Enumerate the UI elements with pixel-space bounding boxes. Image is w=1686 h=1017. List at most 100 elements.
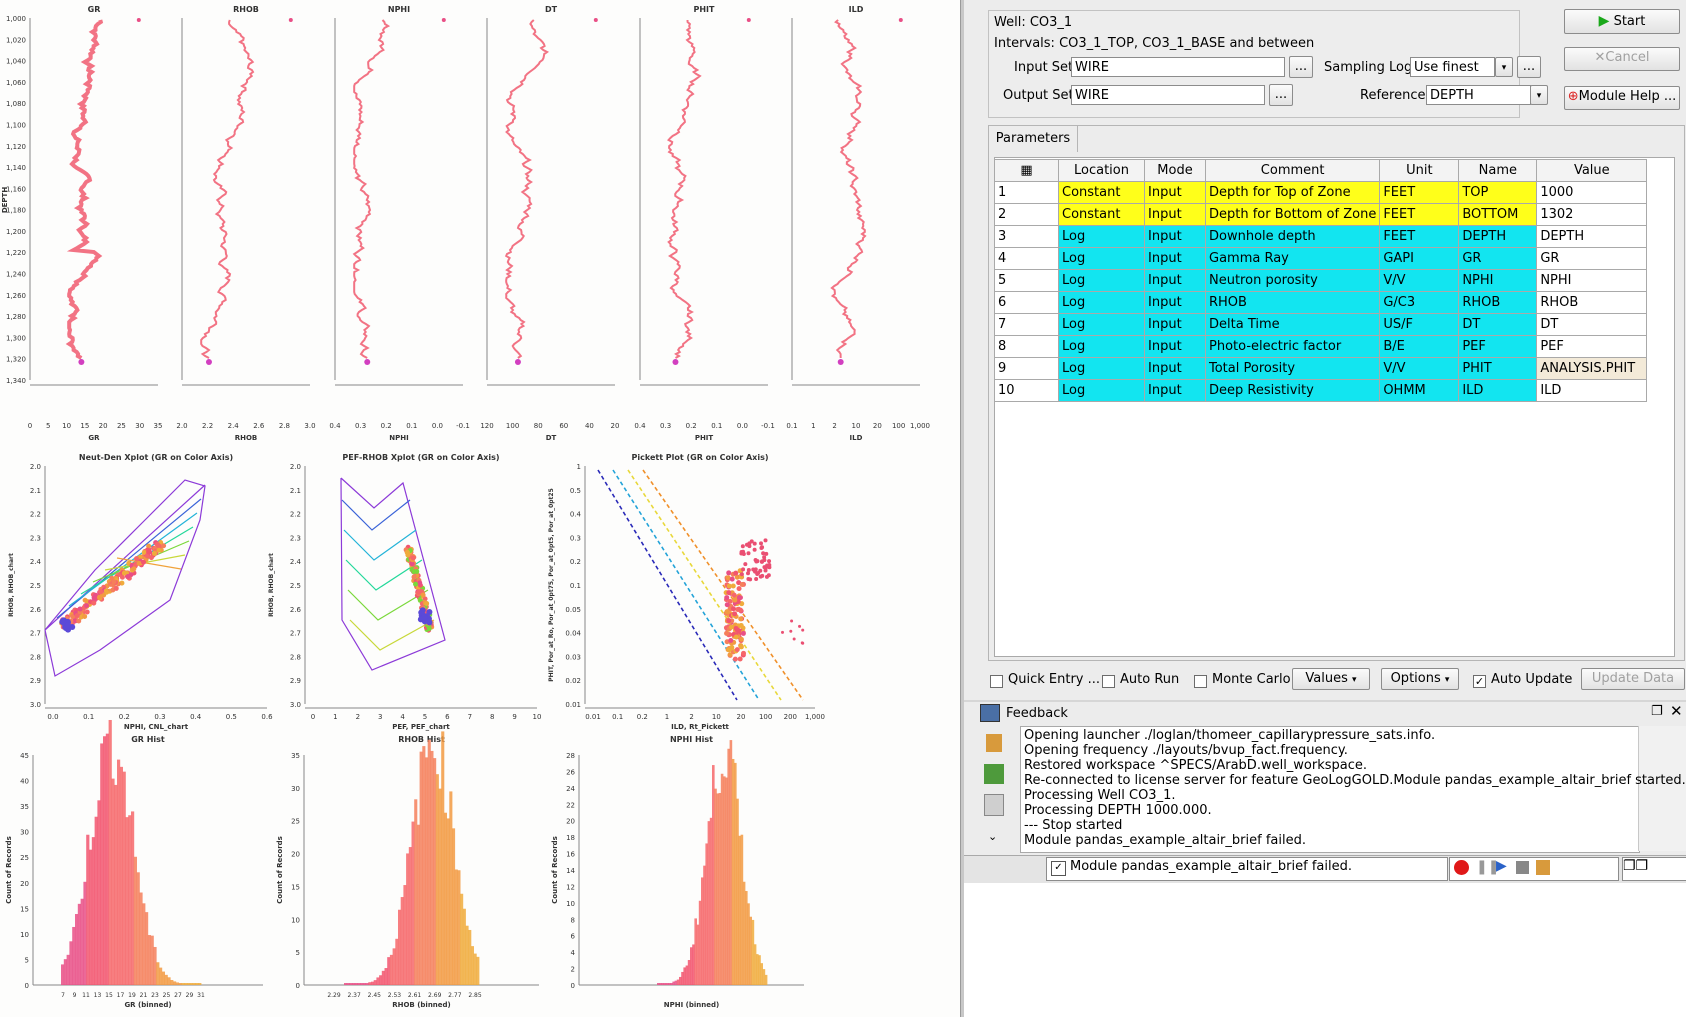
input-set-field[interactable]: WIRE: [1071, 57, 1285, 77]
cell-location[interactable]: Log: [1058, 247, 1145, 270]
table-corner-icon[interactable]: ▦: [994, 159, 1059, 182]
table-row[interactable]: 5 Log Input Neutron porosity V/V NPHI NPHI: [994, 269, 1648, 292]
feedback-close-icon[interactable]: ✕: [1670, 702, 1683, 720]
update-data-button[interactable]: Update Data: [1581, 668, 1685, 690]
cell-unit[interactable]: G/C3: [1379, 291, 1460, 314]
splitter[interactable]: [960, 0, 965, 1017]
cell-comment[interactable]: Photo-electric factor: [1204, 335, 1381, 358]
output-set-browse-button[interactable]: ...: [1269, 84, 1293, 106]
cell-comment[interactable]: Deep Resistivity: [1204, 379, 1381, 402]
cell-location[interactable]: Log: [1058, 313, 1145, 336]
cell-unit[interactable]: V/V: [1379, 357, 1460, 380]
sampling-log-browse-button[interactable]: ...: [1517, 56, 1541, 78]
output-set-field[interactable]: WIRE: [1071, 85, 1265, 105]
cell-location[interactable]: Constant: [1058, 181, 1145, 204]
row-number[interactable]: 10: [994, 379, 1059, 402]
cell-name[interactable]: NPHI: [1458, 269, 1538, 292]
col-location[interactable]: Location: [1058, 159, 1145, 182]
row-number[interactable]: 3: [994, 225, 1059, 248]
row-number[interactable]: 7: [994, 313, 1059, 336]
cell-mode[interactable]: Input: [1144, 379, 1206, 402]
record-icon[interactable]: [1454, 860, 1469, 875]
cell-mode[interactable]: Input: [1144, 335, 1206, 358]
start-button[interactable]: ▶ Start: [1564, 9, 1680, 34]
options-menu-button[interactable]: Options ▾: [1381, 668, 1459, 690]
cell-value[interactable]: ILD: [1536, 379, 1648, 402]
col-comment[interactable]: Comment: [1204, 159, 1381, 182]
scroll-down-icon[interactable]: ⌄: [988, 830, 998, 843]
cell-comment[interactable]: RHOB: [1204, 291, 1381, 314]
cell-name[interactable]: RHOB: [1458, 291, 1538, 314]
checklist-icon[interactable]: [984, 764, 1004, 784]
row-number[interactable]: 8: [994, 335, 1059, 358]
cell-value[interactable]: PEF: [1536, 335, 1648, 358]
table-row[interactable]: 4 Log Input Gamma Ray GAPI GR GR: [994, 247, 1648, 270]
cell-location[interactable]: Log: [1058, 291, 1145, 314]
values-menu-button[interactable]: Values ▾: [1292, 668, 1370, 690]
cell-name[interactable]: PHIT: [1458, 357, 1538, 380]
cell-value[interactable]: 1302: [1536, 203, 1648, 226]
quick-entry-checkbox[interactable]: [990, 675, 1003, 688]
table-row[interactable]: 9 Log Input Total Porosity V/V PHIT ANALYSIS.P…: [994, 357, 1648, 380]
cell-mode[interactable]: Input: [1144, 313, 1206, 336]
monte-carlo-checkbox[interactable]: [1194, 675, 1207, 688]
col-value[interactable]: Value: [1536, 159, 1648, 182]
cell-comment[interactable]: Delta Time: [1204, 313, 1381, 336]
row-number[interactable]: 4: [994, 247, 1059, 270]
feedback-scrollbar[interactable]: [1638, 726, 1686, 851]
cell-mode[interactable]: Input: [1144, 225, 1206, 248]
cell-mode[interactable]: Input: [1144, 203, 1206, 226]
table-row[interactable]: 7 Log Input Delta Time US/F DT DT: [994, 313, 1648, 336]
tab-parameters[interactable]: Parameters: [988, 125, 1078, 152]
reference-dropdown-icon[interactable]: ▾: [1530, 85, 1548, 105]
cancel-button[interactable]: ✕Cancel: [1564, 47, 1680, 71]
cell-comment[interactable]: Downhole depth: [1204, 225, 1381, 248]
cell-mode[interactable]: Input: [1144, 181, 1206, 204]
cell-name[interactable]: TOP: [1458, 181, 1538, 204]
row-number[interactable]: 2: [994, 203, 1059, 226]
cell-comment[interactable]: Gamma Ray: [1204, 247, 1381, 270]
cell-value[interactable]: 1000: [1536, 181, 1648, 204]
cell-location[interactable]: Log: [1058, 379, 1145, 402]
cell-unit[interactable]: B/E: [1379, 335, 1460, 358]
cell-value[interactable]: RHOB: [1536, 291, 1648, 314]
cell-mode[interactable]: Input: [1144, 269, 1206, 292]
reference-select[interactable]: DEPTH: [1426, 85, 1531, 105]
cell-unit[interactable]: US/F: [1379, 313, 1460, 336]
cell-value[interactable]: NPHI: [1536, 269, 1648, 292]
cell-location[interactable]: Log: [1058, 225, 1145, 248]
table-row[interactable]: 2 Constant Input Depth for Bottom of Zone FE…: [994, 203, 1648, 226]
table-row[interactable]: 8 Log Input Photo-electric factor B/E PEF PEF: [994, 335, 1648, 358]
col-unit[interactable]: Unit: [1379, 159, 1460, 182]
cell-name[interactable]: ILD: [1458, 379, 1538, 402]
row-number[interactable]: 6: [994, 291, 1059, 314]
table-row[interactable]: 10 Log Input Deep Resistivity OHMM ILD ILD: [994, 379, 1648, 402]
brush-icon[interactable]: [986, 734, 1002, 752]
cell-name[interactable]: BOTTOM: [1458, 203, 1538, 226]
row-number[interactable]: 5: [994, 269, 1059, 292]
cell-unit[interactable]: OHMM: [1379, 379, 1460, 402]
stop-icon[interactable]: [1516, 861, 1529, 874]
pause-icon[interactable]: ❚❚: [1476, 859, 1500, 875]
cell-location[interactable]: Constant: [1058, 203, 1145, 226]
auto-run-checkbox[interactable]: [1102, 675, 1115, 688]
table-row[interactable]: 6 Log Input RHOB G/C3 RHOB RHOB: [994, 291, 1648, 314]
cell-unit[interactable]: FEET: [1379, 225, 1460, 248]
auto-update-checkbox[interactable]: ✓: [1473, 675, 1486, 688]
cell-comment[interactable]: Depth for Top of Zone: [1204, 181, 1381, 204]
script-icon[interactable]: [1536, 860, 1550, 875]
cell-value[interactable]: GR: [1536, 247, 1648, 270]
cell-unit[interactable]: GAPI: [1379, 247, 1460, 270]
feedback-splitter[interactable]: [964, 700, 1686, 702]
cell-comment[interactable]: Neutron porosity: [1204, 269, 1381, 292]
cell-location[interactable]: Log: [1058, 335, 1145, 358]
window-layout-icon[interactable]: ❐❐: [1622, 857, 1686, 881]
cell-location[interactable]: Log: [1058, 357, 1145, 380]
col-name[interactable]: Name: [1458, 159, 1538, 182]
col-mode[interactable]: Mode: [1144, 159, 1206, 182]
row-number[interactable]: 1: [994, 181, 1059, 204]
cell-mode[interactable]: Input: [1144, 357, 1206, 380]
cell-mode[interactable]: Input: [1144, 291, 1206, 314]
play-run-icon[interactable]: ▶: [1496, 858, 1507, 874]
cell-comment[interactable]: Total Porosity: [1204, 357, 1381, 380]
